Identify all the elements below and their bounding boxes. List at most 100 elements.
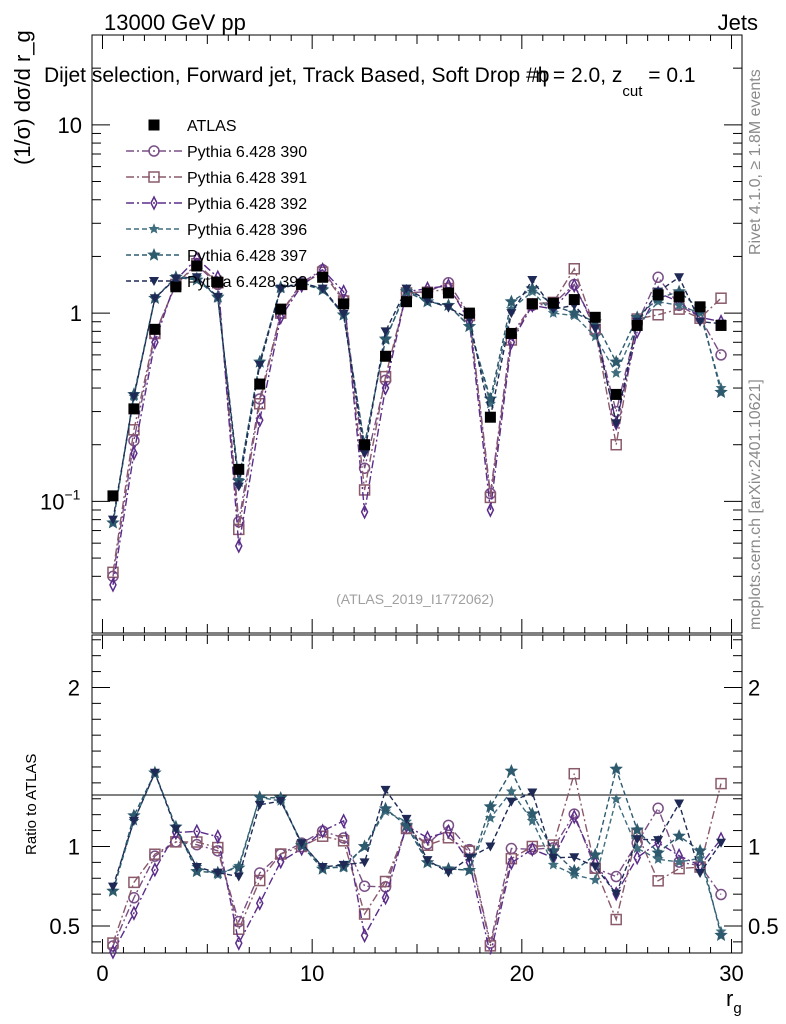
ratio-point <box>589 874 601 885</box>
atlas-point <box>505 327 517 339</box>
ratio-point <box>527 788 538 798</box>
atlas-point <box>254 378 266 390</box>
ratio-point <box>630 822 644 836</box>
subtitle-main: Dijet selection, Forward jet, Track Base… <box>44 64 549 87</box>
data-point <box>401 284 412 294</box>
analysis-watermark: (ATLAS_2019_I1772062) <box>336 591 494 607</box>
ratio-point <box>505 785 517 797</box>
ratio-point <box>212 868 223 878</box>
ratio-y-tick-label: 2 <box>68 675 80 700</box>
data-point <box>130 445 138 462</box>
y-tick-label: 10−1 <box>40 486 81 514</box>
atlas-point <box>715 319 727 331</box>
data-point <box>567 306 581 319</box>
ratio-point <box>274 848 287 860</box>
ratio-point <box>485 842 496 852</box>
data-point <box>128 392 139 402</box>
atlas-point <box>442 287 454 299</box>
ratio-point <box>253 874 266 887</box>
subtitle-tail: η = 2.0, z <box>535 64 622 87</box>
rivet-version-label: Rivet 4.1.0, ≥ 1.8M events <box>747 69 764 255</box>
ratio-point <box>652 875 664 887</box>
ratio-point <box>651 845 665 859</box>
ratio-line <box>112 770 722 932</box>
data-point <box>149 294 160 304</box>
ratio-point <box>401 814 412 824</box>
ratio-y-tick-label-right: 1 <box>748 834 760 859</box>
ratio-point <box>339 813 348 829</box>
data-point <box>107 515 118 525</box>
atlas-point <box>275 303 287 315</box>
main-y-axis-label: (1/σ) dσ/d r_g <box>10 30 35 165</box>
x-tick-label: 20 <box>510 961 534 986</box>
ratio-point <box>568 767 581 780</box>
ratio-point <box>567 863 581 877</box>
ratio-point <box>399 818 414 832</box>
legend-entry: Pythia 6.428 398 <box>126 274 307 291</box>
y-tick-label-power: −1 <box>64 486 80 502</box>
legend-label: Pythia 6.428 390 <box>187 144 307 161</box>
legend-entry: Pythia 6.428 396 <box>126 222 307 239</box>
ratio-point <box>548 853 559 863</box>
data-point <box>570 277 579 294</box>
data-point <box>507 334 516 350</box>
atlas-point <box>317 271 329 283</box>
ratio-point <box>109 944 117 960</box>
ratio-point <box>170 825 181 835</box>
data-point <box>380 327 391 337</box>
x-axis-label-r: r <box>726 986 733 1011</box>
y-tick-label-base: 10 <box>40 489 64 514</box>
data-point <box>381 380 390 396</box>
atlas-point <box>589 311 601 323</box>
ratio-line <box>112 815 722 955</box>
subtitle-cut: cut <box>622 83 643 100</box>
x-axis-label: rg <box>726 986 742 1017</box>
ratio-point <box>296 839 307 849</box>
data-point <box>212 292 223 302</box>
mcplots-label: mcplots.cern.ch [arXiv:2401.10621] <box>747 379 764 630</box>
ratio-point <box>674 799 685 809</box>
ratio-line <box>112 773 722 946</box>
ratio-point <box>151 862 159 878</box>
ratio-series-1 <box>107 767 727 952</box>
data-point <box>339 283 348 300</box>
legend-entry: Pythia 6.428 397 <box>126 248 307 265</box>
atlas-point <box>149 323 161 335</box>
ratio-point <box>149 768 160 778</box>
series-1 <box>107 257 727 579</box>
data-point <box>610 438 622 451</box>
ratio-point <box>547 859 559 870</box>
ratio-point <box>254 800 265 810</box>
ratio-point <box>715 777 727 790</box>
ratio-y-tick-label: 0.5 <box>49 914 80 939</box>
data-point <box>652 271 664 284</box>
ratio-line <box>112 766 722 936</box>
data-point <box>568 263 581 275</box>
ratio-point <box>359 858 370 868</box>
legend-label: Pythia 6.428 391 <box>187 170 307 187</box>
atlas-point <box>128 403 140 415</box>
atlas-point <box>526 298 538 310</box>
atlas-point <box>694 301 706 313</box>
ratio-y-tick-label-right: 2 <box>748 675 760 700</box>
series-5 <box>107 273 727 525</box>
x-tick-label: 30 <box>719 961 743 986</box>
legend-label: Pythia 6.428 396 <box>187 222 307 239</box>
series-line <box>112 257 722 586</box>
ratio-point <box>253 867 266 879</box>
data-point <box>695 317 706 327</box>
ratio-point <box>528 841 537 857</box>
series-atlas <box>107 260 727 502</box>
data-point <box>714 385 728 398</box>
data-point <box>276 309 285 325</box>
axis-ticks <box>92 34 742 953</box>
x-tick-label: 0 <box>96 961 108 986</box>
legend-entry: Pythia 6.428 392 <box>126 195 307 213</box>
legend-label: Pythia 6.428 397 <box>187 248 307 265</box>
data-point <box>422 296 433 306</box>
atlas-point <box>170 281 182 293</box>
atlas-point <box>191 260 203 272</box>
series-2 <box>109 250 725 593</box>
series-line <box>112 276 722 523</box>
